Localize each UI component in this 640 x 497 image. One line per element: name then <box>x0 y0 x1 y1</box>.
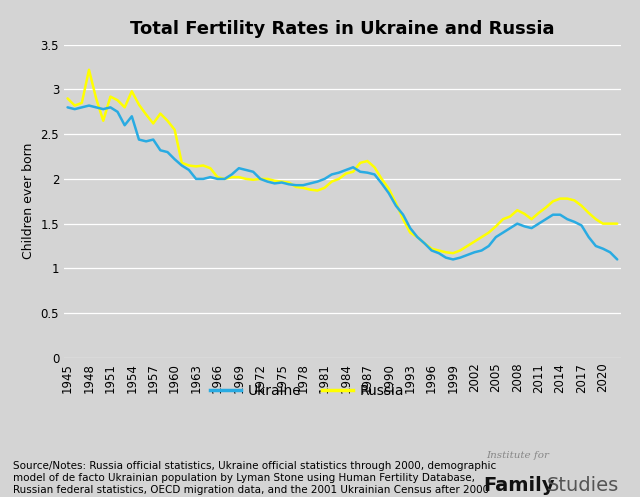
Russia <box>470 239 478 245</box>
Russia <box>64 95 72 101</box>
Ukraine <box>250 169 257 175</box>
Russia <box>307 187 314 193</box>
Ukraine <box>164 149 172 155</box>
Russia <box>250 177 257 183</box>
Russia <box>85 67 93 73</box>
Line: Ukraine: Ukraine <box>68 105 617 259</box>
Text: Studies: Studies <box>547 476 620 495</box>
Line: Russia: Russia <box>68 70 617 253</box>
Ukraine <box>470 249 478 255</box>
Ukraine <box>349 165 357 170</box>
Text: Source/Notes: Russia official statistics, Ukraine official statistics through 20: Source/Notes: Russia official statistics… <box>13 461 496 495</box>
Legend: Ukraine, Russia: Ukraine, Russia <box>205 378 410 403</box>
Ukraine <box>64 104 72 110</box>
Russia <box>349 169 357 175</box>
Russia <box>164 118 172 124</box>
Russia <box>107 93 115 99</box>
Russia <box>613 221 621 227</box>
Ukraine <box>613 256 621 262</box>
Ukraine <box>449 256 457 262</box>
Ukraine <box>107 104 115 110</box>
Title: Total Fertility Rates in Ukraine and Russia: Total Fertility Rates in Ukraine and Rus… <box>130 19 555 38</box>
Ukraine <box>85 102 93 108</box>
Russia <box>449 250 457 256</box>
Ukraine <box>307 180 314 186</box>
Y-axis label: Children ever born: Children ever born <box>22 143 35 259</box>
Text: Family: Family <box>483 476 555 495</box>
Text: Institute for: Institute for <box>486 451 549 460</box>
